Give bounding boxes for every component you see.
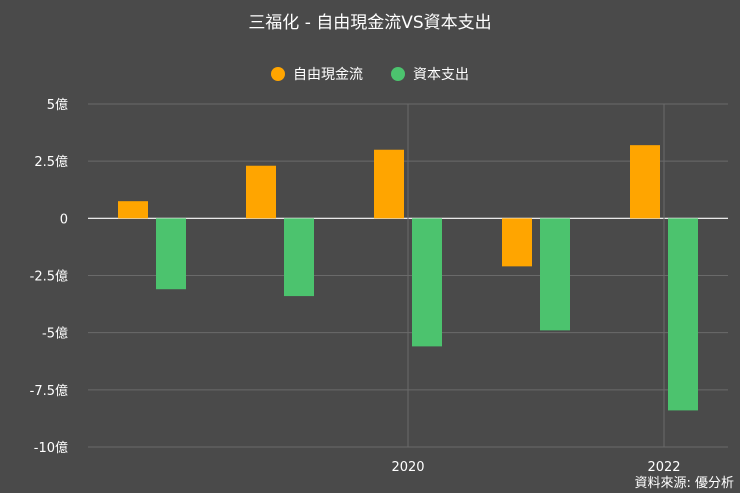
y-tick-label: -7.5億: [30, 383, 68, 399]
legend-label-capex: 資本支出: [413, 67, 469, 83]
y-tick-label: 5億: [47, 97, 68, 113]
x-tick-label: 2022: [647, 460, 680, 475]
source-note: 資料來源: 優分析: [634, 476, 734, 491]
bar-free-cash-flow: [118, 201, 148, 219]
y-tick-label: -10億: [34, 440, 68, 456]
bar-capex: [412, 218, 442, 347]
bar-free-cash-flow: [374, 149, 404, 219]
bar-capex: [668, 218, 698, 411]
legend-swatch-capex: [391, 67, 405, 81]
legend-item-capex[interactable]: 資本支出: [391, 64, 469, 84]
bar-free-cash-flow: [502, 218, 532, 267]
y-tick-label: -2.5億: [30, 269, 68, 285]
bar-capex: [284, 218, 314, 297]
y-tick-label: 2.5億: [34, 154, 68, 170]
bar-free-cash-flow: [630, 145, 660, 219]
bar-capex: [540, 218, 570, 331]
x-tick-label: 2020: [391, 460, 424, 475]
y-tick-label: -5億: [42, 326, 68, 342]
legend-item-free-cash-flow[interactable]: 自由現金流: [271, 64, 363, 84]
legend-swatch-free-cash-flow: [271, 67, 285, 81]
chart-title: 三福化 - 自由現金流VS資本支出: [248, 13, 492, 33]
chart-legend: 自由現金流 資本支出: [0, 64, 740, 84]
bar-free-cash-flow: [246, 165, 276, 219]
y-tick-label: 0: [60, 212, 68, 227]
bar-capex: [156, 218, 186, 290]
legend-label-free-cash-flow: 自由現金流: [293, 67, 363, 83]
